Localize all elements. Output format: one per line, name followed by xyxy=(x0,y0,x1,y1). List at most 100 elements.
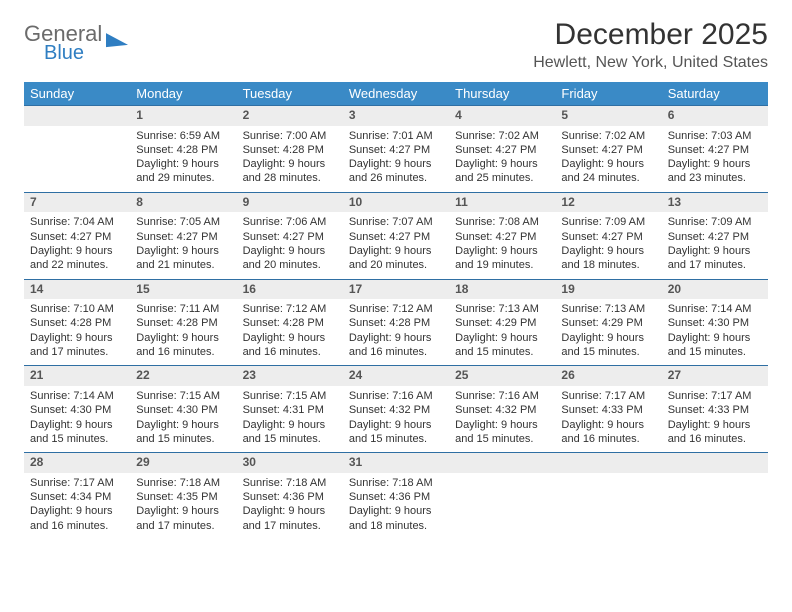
day-number-cell: 4 xyxy=(449,106,555,126)
day-info-line: Sunset: 4:33 PM xyxy=(668,403,762,417)
day-number-cell: 5 xyxy=(555,106,661,126)
weekday-header: Tuesday xyxy=(237,82,343,106)
day-info-line: Sunrise: 6:59 AM xyxy=(136,129,230,143)
day-info-line: Sunset: 4:35 PM xyxy=(136,490,230,504)
day-info-line: Sunset: 4:28 PM xyxy=(243,316,337,330)
day-content-cell: Sunrise: 7:16 AMSunset: 4:32 PMDaylight:… xyxy=(449,386,555,453)
day-content-cell xyxy=(24,126,130,193)
day-info-line: Sunset: 4:27 PM xyxy=(668,230,762,244)
day-info-line: Sunset: 4:28 PM xyxy=(136,316,230,330)
day-number-cell: 14 xyxy=(24,279,130,299)
weekday-header: Thursday xyxy=(449,82,555,106)
day-number-cell: 23 xyxy=(237,366,343,386)
day-info-line: Daylight: 9 hours xyxy=(561,244,655,258)
day-number-cell: 10 xyxy=(343,192,449,212)
day-number-cell: 19 xyxy=(555,279,661,299)
day-info-line: Sunrise: 7:07 AM xyxy=(349,215,443,229)
day-info-line: Sunset: 4:27 PM xyxy=(349,230,443,244)
day-info-line: Sunset: 4:32 PM xyxy=(455,403,549,417)
day-info-line: Daylight: 9 hours xyxy=(136,157,230,171)
day-content-cell: Sunrise: 7:16 AMSunset: 4:32 PMDaylight:… xyxy=(343,386,449,453)
weekday-header: Wednesday xyxy=(343,82,449,106)
weekday-header: Friday xyxy=(555,82,661,106)
day-content-cell: Sunrise: 7:18 AMSunset: 4:36 PMDaylight:… xyxy=(237,473,343,539)
day-info-line: Daylight: 9 hours xyxy=(668,418,762,432)
day-content-cell: Sunrise: 7:11 AMSunset: 4:28 PMDaylight:… xyxy=(130,299,236,366)
day-number-cell: 15 xyxy=(130,279,236,299)
day-number-cell: 22 xyxy=(130,366,236,386)
day-info-line: Sunrise: 7:12 AM xyxy=(349,302,443,316)
day-info-line: and 15 minutes. xyxy=(243,432,337,446)
day-info-line: and 16 minutes. xyxy=(668,432,762,446)
weekday-header: Sunday xyxy=(24,82,130,106)
day-info-line: and 20 minutes. xyxy=(243,258,337,272)
day-info-line: Sunset: 4:33 PM xyxy=(561,403,655,417)
day-info-line: Daylight: 9 hours xyxy=(349,331,443,345)
day-number-cell: 7 xyxy=(24,192,130,212)
day-info-line: Sunset: 4:36 PM xyxy=(243,490,337,504)
day-info-line: Sunset: 4:30 PM xyxy=(30,403,124,417)
day-content-cell: Sunrise: 7:00 AMSunset: 4:28 PMDaylight:… xyxy=(237,126,343,193)
day-number-cell: 1 xyxy=(130,106,236,126)
day-content-cell: Sunrise: 7:09 AMSunset: 4:27 PMDaylight:… xyxy=(555,212,661,279)
day-info-line: Sunrise: 7:18 AM xyxy=(136,476,230,490)
day-info-line: and 15 minutes. xyxy=(30,432,124,446)
day-info-line: Daylight: 9 hours xyxy=(136,418,230,432)
day-number-cell: 2 xyxy=(237,106,343,126)
day-number-cell: 17 xyxy=(343,279,449,299)
day-info-line: and 24 minutes. xyxy=(561,171,655,185)
day-info-line: Sunrise: 7:12 AM xyxy=(243,302,337,316)
day-info-line: Sunrise: 7:15 AM xyxy=(136,389,230,403)
day-info-line: Daylight: 9 hours xyxy=(668,157,762,171)
day-info-line: Sunrise: 7:16 AM xyxy=(349,389,443,403)
day-info-line: Sunrise: 7:06 AM xyxy=(243,215,337,229)
day-info-line: Sunset: 4:32 PM xyxy=(349,403,443,417)
day-number-cell: 12 xyxy=(555,192,661,212)
day-info-line: Sunset: 4:28 PM xyxy=(243,143,337,157)
day-info-line: Sunset: 4:27 PM xyxy=(668,143,762,157)
day-info-line: and 17 minutes. xyxy=(243,519,337,533)
day-content-cell: Sunrise: 7:09 AMSunset: 4:27 PMDaylight:… xyxy=(662,212,768,279)
day-content-cell: Sunrise: 7:15 AMSunset: 4:31 PMDaylight:… xyxy=(237,386,343,453)
day-info-line: Sunset: 4:28 PM xyxy=(349,316,443,330)
day-info-line: and 22 minutes. xyxy=(30,258,124,272)
day-number-cell: 8 xyxy=(130,192,236,212)
logo-word2: Blue xyxy=(44,44,102,62)
day-info-line: Daylight: 9 hours xyxy=(561,157,655,171)
day-number-cell: 27 xyxy=(662,366,768,386)
day-info-line: and 19 minutes. xyxy=(455,258,549,272)
day-info-line: Sunset: 4:28 PM xyxy=(30,316,124,330)
day-info-line: Sunset: 4:28 PM xyxy=(136,143,230,157)
day-content-cell xyxy=(555,473,661,539)
day-content-cell: Sunrise: 7:14 AMSunset: 4:30 PMDaylight:… xyxy=(24,386,130,453)
day-content-cell: Sunrise: 6:59 AMSunset: 4:28 PMDaylight:… xyxy=(130,126,236,193)
day-content-cell: Sunrise: 7:12 AMSunset: 4:28 PMDaylight:… xyxy=(237,299,343,366)
page-title: December 2025 xyxy=(533,18,768,52)
day-info-line: Sunrise: 7:00 AM xyxy=(243,129,337,143)
day-info-line: Daylight: 9 hours xyxy=(455,331,549,345)
day-content-cell: Sunrise: 7:17 AMSunset: 4:33 PMDaylight:… xyxy=(662,386,768,453)
day-content-cell: Sunrise: 7:08 AMSunset: 4:27 PMDaylight:… xyxy=(449,212,555,279)
day-number-row: 21222324252627 xyxy=(24,366,768,386)
day-info-line: Sunrise: 7:14 AM xyxy=(30,389,124,403)
day-info-line: Daylight: 9 hours xyxy=(349,244,443,258)
day-info-line: Sunset: 4:34 PM xyxy=(30,490,124,504)
day-info-line: Sunset: 4:27 PM xyxy=(136,230,230,244)
day-info-line: and 18 minutes. xyxy=(349,519,443,533)
day-content-cell: Sunrise: 7:02 AMSunset: 4:27 PMDaylight:… xyxy=(449,126,555,193)
day-content-cell: Sunrise: 7:03 AMSunset: 4:27 PMDaylight:… xyxy=(662,126,768,193)
day-info-line: Sunset: 4:27 PM xyxy=(455,143,549,157)
day-info-line: and 17 minutes. xyxy=(30,345,124,359)
day-info-line: Sunrise: 7:10 AM xyxy=(30,302,124,316)
day-content-cell: Sunrise: 7:07 AMSunset: 4:27 PMDaylight:… xyxy=(343,212,449,279)
day-info-line: Sunrise: 7:11 AM xyxy=(136,302,230,316)
day-info-line: Sunrise: 7:08 AM xyxy=(455,215,549,229)
day-info-line: and 15 minutes. xyxy=(455,432,549,446)
day-info-line: and 15 minutes. xyxy=(455,345,549,359)
day-number-cell: 25 xyxy=(449,366,555,386)
day-content-row: Sunrise: 7:04 AMSunset: 4:27 PMDaylight:… xyxy=(24,212,768,279)
day-info-line: Sunrise: 7:04 AM xyxy=(30,215,124,229)
day-info-line: and 16 minutes. xyxy=(243,345,337,359)
day-info-line: Sunset: 4:31 PM xyxy=(243,403,337,417)
day-info-line: Sunset: 4:29 PM xyxy=(455,316,549,330)
